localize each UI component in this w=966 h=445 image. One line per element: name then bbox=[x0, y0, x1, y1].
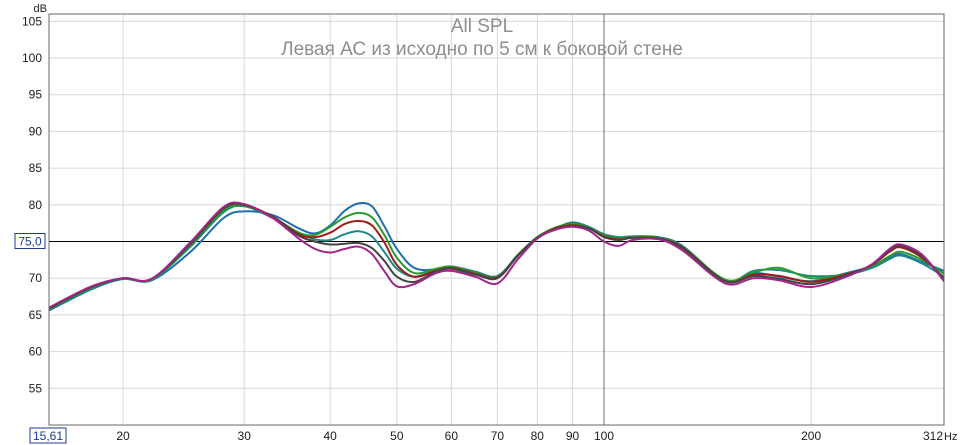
y-tick-label: 80 bbox=[29, 198, 43, 212]
series-line-6 bbox=[48, 201, 945, 309]
x-tick-labels: 20 30 40 50 60 70 80 90 100 200 312 15,61 bbox=[29, 427, 943, 444]
y-tick-label: 70 bbox=[29, 271, 43, 285]
y-tick-label: 105 bbox=[22, 14, 42, 28]
y-tick-labels: 55 60 65 70 80 85 90 95 100 105 bbox=[22, 14, 42, 395]
x-tick-label: 90 bbox=[566, 429, 580, 443]
x-tick-label: 80 bbox=[531, 429, 545, 443]
x-tick-label: 312 bbox=[923, 429, 943, 443]
x-unit-label: Hz bbox=[944, 431, 957, 443]
x-tick-label: 70 bbox=[491, 429, 505, 443]
x-tick-label: 50 bbox=[390, 429, 404, 443]
reference-line-group: 75,0 bbox=[14, 14, 944, 425]
y-unit-label: dB bbox=[34, 3, 47, 15]
chart-title: All SPL bbox=[451, 16, 513, 37]
plot-frame bbox=[48, 13, 945, 426]
y-tick-label: 90 bbox=[29, 124, 43, 138]
y-tick-label: 100 bbox=[22, 51, 42, 65]
reference-label-box bbox=[14, 233, 46, 250]
curves bbox=[48, 201, 945, 312]
y-tick-label: 95 bbox=[29, 88, 43, 102]
y-tick-label: 65 bbox=[29, 308, 43, 322]
x-tick-label: 60 bbox=[445, 429, 459, 443]
x-tick-label: 100 bbox=[594, 429, 614, 443]
reference-label: 75,0 bbox=[18, 235, 42, 249]
y-tick-label: 55 bbox=[29, 381, 43, 395]
chart-subtitle: Левая АС из исходно по 5 см к боковой ст… bbox=[281, 39, 683, 60]
x-tick-label: 30 bbox=[238, 429, 252, 443]
y-tick-label: 60 bbox=[29, 345, 43, 359]
x-tick-label: 200 bbox=[801, 429, 821, 443]
start-marker-box bbox=[29, 427, 67, 444]
start-marker-label: 15,61 bbox=[33, 429, 63, 443]
y-tick-label: 85 bbox=[29, 161, 43, 175]
x-tick-label: 20 bbox=[116, 429, 130, 443]
x-tick-label: 40 bbox=[324, 429, 338, 443]
